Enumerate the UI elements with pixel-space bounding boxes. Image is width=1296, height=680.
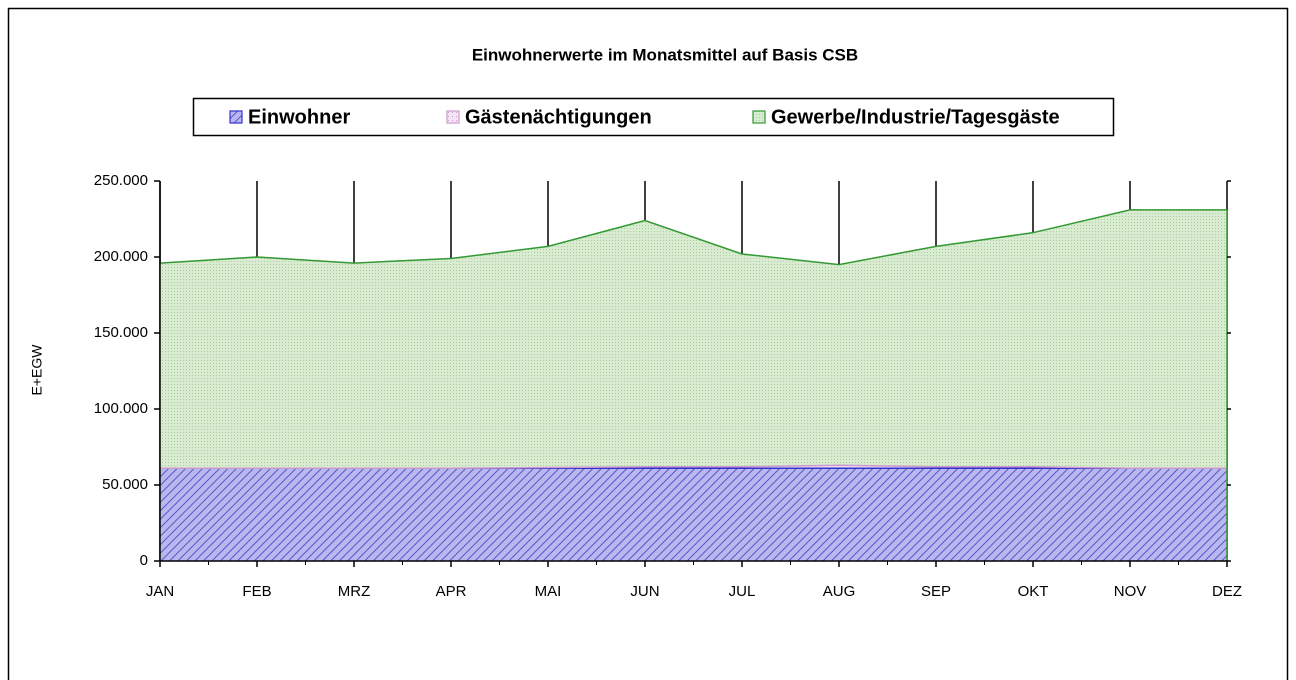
x-tick-label: JUN: [630, 583, 659, 600]
y-tick-label: 150.000: [94, 324, 148, 341]
y-tick-label: 50.000: [102, 476, 148, 493]
legend-label: Gästenächtigungen: [465, 106, 652, 128]
y-tick-label: 0: [140, 552, 148, 569]
x-tick-label: SEP: [921, 583, 951, 600]
x-tick-label: DEZ: [1212, 583, 1242, 600]
x-tick-label: MRZ: [338, 583, 371, 600]
legend-label: Einwohner: [248, 106, 350, 128]
x-tick-label: NOV: [1114, 583, 1147, 600]
legend-swatch: [752, 110, 766, 124]
legend-box: [192, 97, 1115, 137]
chart-title: Einwohnerwerte im Monatsmittel auf Basis…: [472, 45, 858, 64]
area: [160, 468, 1227, 561]
x-tick-label: JUL: [729, 583, 756, 600]
x-tick-label: MAI: [535, 583, 562, 600]
y-tick-label: 200.000: [94, 248, 148, 265]
legend-swatch: [446, 110, 460, 124]
x-tick-label: APR: [436, 583, 467, 600]
y-axis-title: E+EGW: [29, 344, 45, 396]
x-tick-label: AUG: [823, 583, 856, 600]
x-tick-label: OKT: [1018, 583, 1049, 600]
area-edge: [160, 464, 1227, 470]
area-edge: [159, 209, 1227, 266]
legend-swatch: [229, 110, 243, 124]
y-tick-label: 100.000: [94, 400, 148, 417]
x-tick-label: FEB: [242, 583, 271, 600]
area: [160, 209, 1227, 469]
x-tick-label: JAN: [146, 583, 174, 600]
y-tick-label: 250.000: [94, 172, 148, 189]
legend-label: Gewerbe/Industrie/Tagesgäste: [771, 106, 1060, 128]
plot: 0 50.000 100.000 150.000 200.000 250.000 JAN FE…: [94, 106, 1242, 600]
